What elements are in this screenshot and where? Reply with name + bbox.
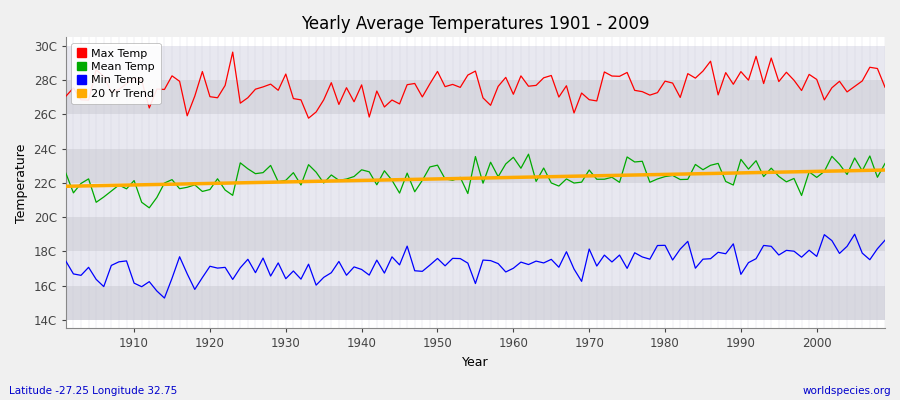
- Bar: [66, 149, 885, 183]
- Bar: [66, 46, 885, 80]
- Text: worldspecies.org: worldspecies.org: [803, 386, 891, 396]
- Y-axis label: Temperature: Temperature: [15, 143, 28, 222]
- Bar: [66, 217, 885, 251]
- Bar: [66, 114, 885, 149]
- Bar: [66, 286, 885, 320]
- Bar: [66, 80, 885, 114]
- Bar: [66, 183, 885, 217]
- Title: Yearly Average Temperatures 1901 - 2009: Yearly Average Temperatures 1901 - 2009: [302, 15, 650, 33]
- X-axis label: Year: Year: [462, 356, 489, 369]
- Text: Latitude -27.25 Longitude 32.75: Latitude -27.25 Longitude 32.75: [9, 386, 177, 396]
- Bar: [66, 251, 885, 286]
- Legend: Max Temp, Mean Temp, Min Temp, 20 Yr Trend: Max Temp, Mean Temp, Min Temp, 20 Yr Tre…: [71, 43, 160, 104]
